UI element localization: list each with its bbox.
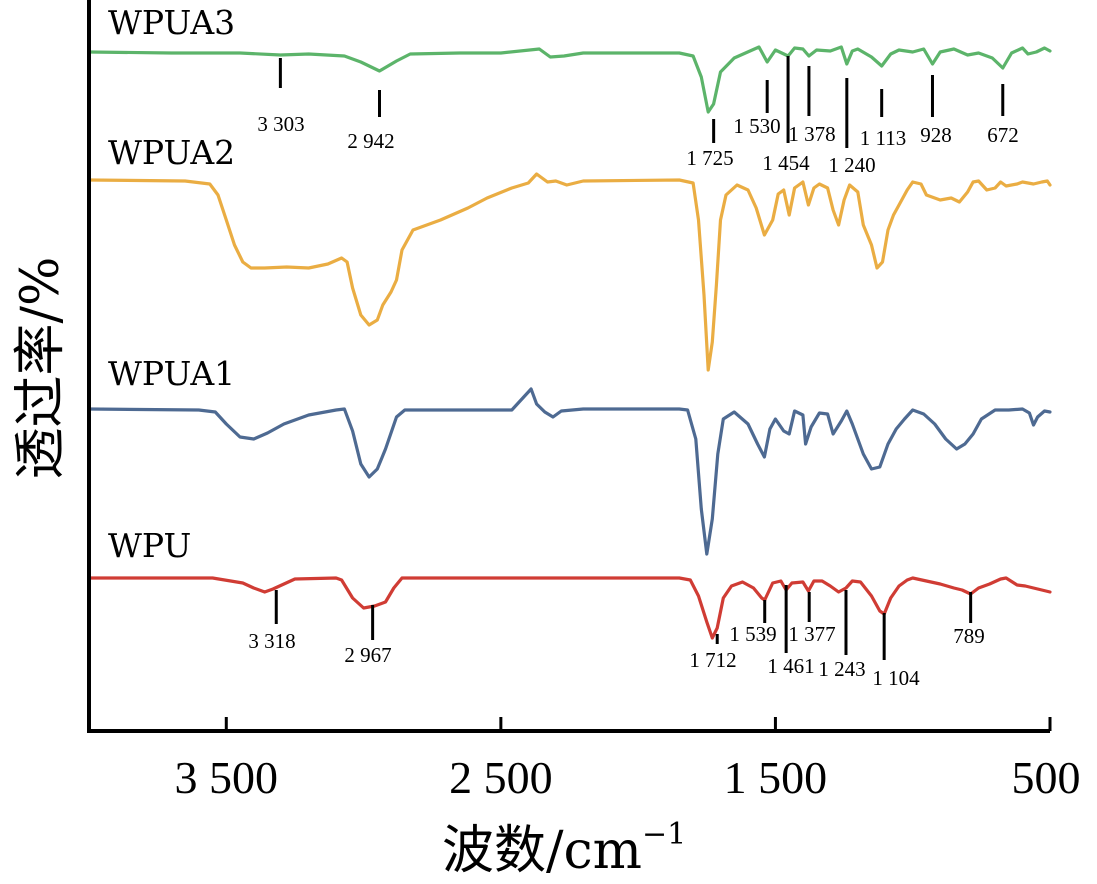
peak-label-wpua3-1240: 1 240 bbox=[828, 153, 875, 177]
peak-label-wpua3-1725: 1 725 bbox=[686, 146, 733, 170]
x-tick-label-2500: 2 500 bbox=[449, 752, 553, 803]
peak-label-wpua3-1530: 1 530 bbox=[733, 114, 780, 138]
peak-label-wpu-1104: 1 104 bbox=[872, 666, 920, 690]
peak-label-wpu-1243: 1 243 bbox=[818, 657, 865, 681]
series-line-wpu bbox=[87, 576, 1052, 640]
series-line-wpua1 bbox=[87, 387, 1052, 556]
x-axis-title-text: 波数/cm bbox=[442, 821, 642, 881]
series-label-wpua1: WPUA1 bbox=[108, 354, 235, 393]
x-axis-title: 波数/cm−1 bbox=[442, 817, 686, 881]
peak-label-wpu-3318: 3 318 bbox=[248, 629, 295, 653]
peak-label-wpu-1461: 1 461 bbox=[767, 654, 814, 678]
series-label-wpua2: WPUA2 bbox=[108, 133, 235, 172]
x-tick-label-500: 500 bbox=[1012, 752, 1081, 803]
peak-label-wpu-2967: 2 967 bbox=[344, 643, 391, 667]
series-line-wpua3 bbox=[87, 45, 1052, 114]
peak-label-wpua3-1454: 1 454 bbox=[762, 151, 810, 175]
peak-label-wpu-789: 789 bbox=[953, 624, 985, 648]
peak-label-wpu-1377: 1 377 bbox=[788, 622, 835, 646]
series-labels-layer: WPUA3 WPUA2 WPUA1 WPU bbox=[108, 3, 235, 565]
peak-label-wpua3-672: 672 bbox=[987, 123, 1019, 147]
peak-label-wpua3-3303: 3 303 bbox=[257, 112, 304, 136]
peak-label-wpu-1712: 1 712 bbox=[689, 648, 736, 672]
peak-label-wpua3-928: 928 bbox=[920, 123, 952, 147]
x-tick-label-3500: 3 500 bbox=[175, 752, 279, 803]
peak-label-wpua3-2942: 2 942 bbox=[347, 129, 394, 153]
x-axis-title-superscript: −1 bbox=[642, 817, 686, 852]
series-label-wpu: WPU bbox=[108, 526, 191, 565]
y-axis-title: 透过率/% bbox=[11, 257, 71, 480]
peak-label-wpua3-1113: 1 113 bbox=[860, 126, 906, 150]
x-tick-label-1500: 1 500 bbox=[724, 752, 828, 803]
peak-label-wpua3-1378: 1 378 bbox=[788, 122, 835, 146]
curves-layer bbox=[87, 45, 1052, 640]
series-label-wpua3: WPUA3 bbox=[108, 3, 235, 42]
series-line-wpua2 bbox=[87, 172, 1052, 372]
peak-label-wpu-1539: 1 539 bbox=[729, 622, 776, 646]
x-ticks-layer: 3 500 2 500 1 500 500 bbox=[175, 717, 1081, 803]
